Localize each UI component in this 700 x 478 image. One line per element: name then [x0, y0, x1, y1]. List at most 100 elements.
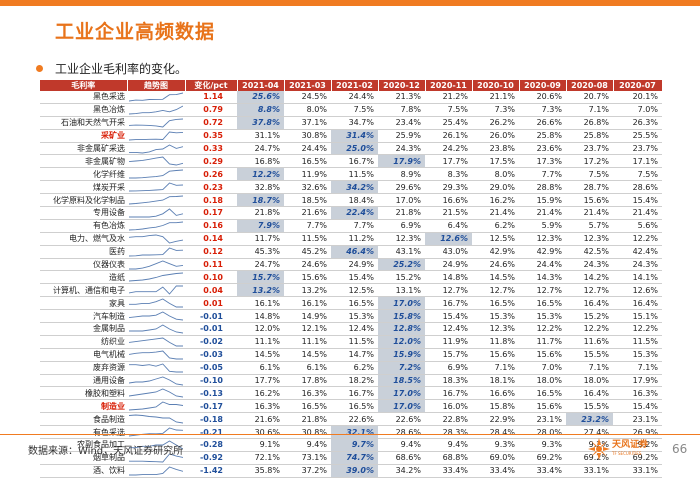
sparkline-cell	[127, 451, 185, 465]
change-pct: -1.42	[185, 464, 237, 478]
margin-value: 12.7%	[425, 283, 472, 298]
sparkline	[129, 453, 183, 463]
margin-value: 6.1%	[237, 361, 284, 375]
margin-value: 17.0%	[378, 296, 425, 311]
sparkline	[129, 324, 183, 334]
margin-value: 15.6%	[284, 270, 331, 285]
margin-value: 23.2%	[566, 412, 613, 427]
margin-value: 33.4%	[425, 464, 472, 478]
change-pct: 0.33	[185, 142, 237, 156]
margin-value: 21.2%	[425, 91, 472, 104]
margin-value: 12.3%	[378, 232, 425, 246]
margin-value: 32.1%	[331, 425, 378, 440]
margin-value: 7.1%	[613, 361, 662, 375]
margin-value: 18.5%	[284, 193, 331, 208]
margin-value: 12.4%	[331, 322, 378, 336]
margin-value: 18.0%	[566, 374, 613, 388]
margin-value: 6.2%	[331, 361, 378, 375]
margin-value: 24.9%	[425, 258, 472, 272]
margin-value: 68.8%	[425, 451, 472, 465]
change-pct: -0.13	[185, 386, 237, 401]
row-label: 橡胶和塑料	[40, 386, 127, 401]
margin-value: 23.8%	[472, 142, 519, 156]
row-label: 非金属矿物	[40, 154, 127, 169]
margin-value: 11.9%	[425, 335, 472, 349]
sparkline-cell	[127, 219, 185, 233]
margin-value: 17.1%	[613, 154, 662, 169]
margin-value: 14.5%	[237, 348, 284, 362]
margin-value: 21.8%	[237, 206, 284, 220]
margin-value: 11.7%	[237, 232, 284, 246]
margin-value: 12.0%	[237, 322, 284, 336]
row-label: 废弃资源	[40, 361, 127, 375]
table-row: 有色采选 -0.21 30.6% 30.8% 32.1% 28.6% 28.3% 28.4% 2…	[40, 425, 662, 440]
margin-value: 16.3%	[613, 386, 662, 401]
margin-value: 15.2%	[378, 270, 425, 285]
margin-value: 7.0%	[519, 361, 566, 375]
sparkline	[129, 221, 183, 231]
margin-value: 12.3%	[472, 322, 519, 336]
margin-value: 26.0%	[472, 129, 519, 143]
margin-value: 12.6%	[613, 283, 662, 298]
margin-value: 14.8%	[237, 309, 284, 324]
margin-value: 17.0%	[378, 193, 425, 208]
margin-value: 15.6%	[566, 193, 613, 208]
margin-value: 15.3%	[519, 309, 566, 324]
margin-value: 21.8%	[284, 412, 331, 427]
change-pct: 0.16	[185, 219, 237, 233]
margin-value: 12.1%	[284, 322, 331, 336]
table-row: 通用设备 -0.10 17.7% 17.8% 18.2% 18.5% 18.3% 18.1% 1…	[40, 374, 662, 388]
margin-value: 24.3%	[613, 258, 662, 272]
table-row: 仪器仪表 0.11 24.7% 24.6% 24.9% 25.2% 24.9% 24.6% 24…	[40, 258, 662, 272]
margin-value: 15.6%	[519, 348, 566, 362]
row-label: 黑色采选	[40, 91, 127, 104]
margin-value: 12.2%	[613, 232, 662, 246]
row-label: 仪器仪表	[40, 258, 127, 272]
margin-value: 31.1%	[237, 129, 284, 143]
margin-value: 35.8%	[237, 464, 284, 478]
sparkline	[129, 440, 183, 450]
margin-value: 7.5%	[613, 167, 662, 182]
margin-value: 16.1%	[284, 296, 331, 311]
margin-value: 30.8%	[284, 129, 331, 143]
change-pct: -0.92	[185, 451, 237, 465]
margin-value: 16.7%	[425, 386, 472, 401]
margin-value: 21.6%	[284, 206, 331, 220]
change-pct: -0.02	[185, 335, 237, 349]
table-row: 石油和天然气开采 0.72 37.8% 37.1% 34.7% 23.4% 25.4% 26.…	[40, 116, 662, 130]
margin-value: 69.2%	[613, 451, 662, 465]
margin-value: 12.4%	[425, 322, 472, 336]
margin-value: 16.6%	[425, 193, 472, 208]
sparkline-cell	[127, 283, 185, 298]
table-row: 非金属矿采选 0.33 24.7% 24.4% 25.0% 24.3% 24.2% 23.8%…	[40, 142, 662, 156]
margin-value: 7.8%	[378, 103, 425, 117]
margin-value: 16.4%	[613, 296, 662, 311]
margin-value: 14.5%	[284, 348, 331, 362]
margin-value: 11.9%	[284, 167, 331, 182]
sparkline	[129, 156, 183, 166]
margin-value: 9.3%	[519, 438, 566, 452]
sparkline	[129, 427, 183, 437]
sparkline	[129, 247, 183, 257]
change-pct: 0.14	[185, 232, 237, 246]
sparkline-cell	[127, 167, 185, 182]
margin-value: 16.2%	[472, 193, 519, 208]
change-pct: 0.72	[185, 116, 237, 130]
margin-value: 22.8%	[425, 412, 472, 427]
table-row: 黑色冶炼 0.79 8.8% 8.0% 7.5% 7.8% 7.5% 7.3% 7.3% 7.1%…	[40, 103, 662, 117]
margin-value: 13.2%	[237, 283, 284, 298]
margin-value: 16.6%	[472, 386, 519, 401]
margin-value: 11.2%	[331, 232, 378, 246]
margin-value: 16.5%	[472, 296, 519, 311]
change-pct: 0.11	[185, 258, 237, 272]
margin-value: 24.4%	[284, 142, 331, 156]
margin-value: 6.4%	[425, 219, 472, 233]
margin-value: 12.6%	[425, 232, 472, 246]
margin-value: 11.5%	[284, 232, 331, 246]
bullet-dot	[36, 65, 43, 72]
change-pct: 0.04	[185, 283, 237, 298]
margin-value: 18.7%	[237, 193, 284, 208]
change-pct: 0.23	[185, 180, 237, 195]
margin-value: 8.3%	[425, 167, 472, 182]
margin-value: 6.9%	[425, 361, 472, 375]
